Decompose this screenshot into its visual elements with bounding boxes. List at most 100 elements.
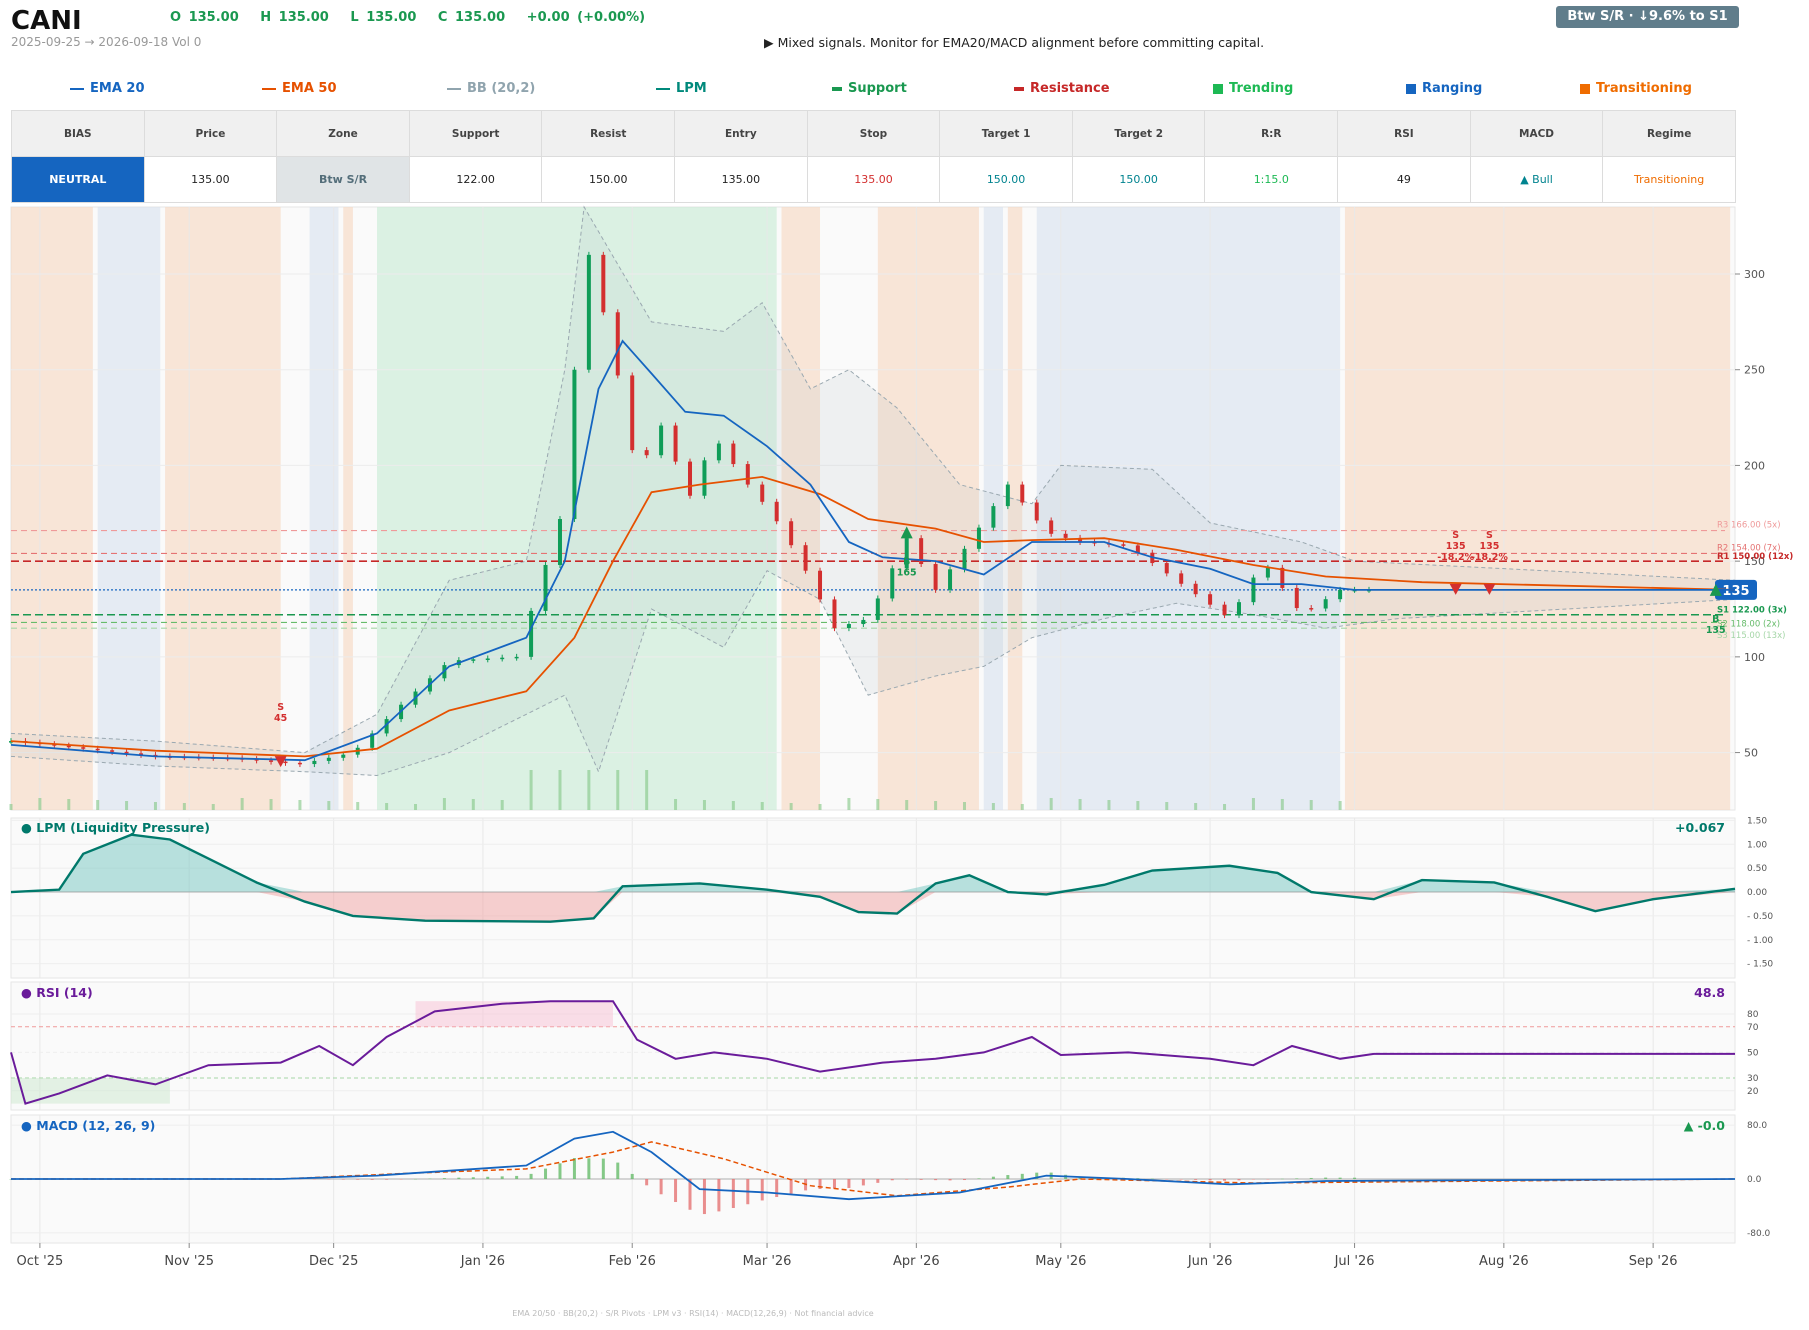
summary-header-stop: Stop <box>806 110 941 157</box>
regime-band-transitioning <box>165 207 281 810</box>
candle-body <box>1135 545 1140 553</box>
macd-histogram-bar <box>818 1179 822 1189</box>
candle-body <box>1208 594 1213 605</box>
macd-histogram-bar <box>934 1179 938 1181</box>
volume-bar <box>905 800 909 810</box>
candle-body <box>976 527 981 549</box>
volume-bar <box>96 800 100 810</box>
legend-item-lpm[interactable]: LPM <box>656 81 707 96</box>
candle-body <box>384 719 389 734</box>
volume-bar <box>529 770 533 810</box>
macd-histogram-bar <box>1324 1177 1328 1179</box>
macd-histogram-bar <box>1136 1178 1140 1179</box>
lpm-line <box>10 833 1736 923</box>
macd-tick-label: -80.0 <box>1747 1229 1771 1239</box>
volume-bar <box>327 801 331 810</box>
volume-bar <box>558 770 562 810</box>
regime-band-transitioning <box>1344 207 1731 810</box>
footer-note: EMA 20/50 · BB(20,2) · S/R Pivots · LPM … <box>512 1309 874 1318</box>
rsi-tick-label: 70 <box>1747 1023 1759 1033</box>
macd-tick-label: 0.0 <box>1747 1175 1762 1185</box>
candle-body <box>948 569 953 590</box>
candle-body <box>1265 567 1270 578</box>
macd-histogram-bar <box>717 1179 721 1212</box>
x-tick-label: Mar '26 <box>743 1254 792 1269</box>
macd-histogram-bar <box>890 1179 894 1181</box>
volume-bar <box>616 770 620 810</box>
summary-header-rsi: RSI <box>1337 110 1471 157</box>
candle-body <box>529 610 534 657</box>
candle-body <box>1338 589 1343 600</box>
legend-item-ema-50[interactable]: EMA 50 <box>262 81 337 96</box>
signal-message: ▶ Mixed signals. Monitor for EMA20/MACD … <box>764 35 1265 50</box>
regime-band-ranging <box>1036 207 1341 810</box>
level-label: R3 166.00 (5x) <box>1717 521 1781 531</box>
summary-header-price: Price <box>143 110 278 157</box>
macd-histogram-bar <box>919 1179 923 1180</box>
candle-body <box>1323 599 1328 609</box>
summary-value-regime: Transitioning <box>1602 156 1736 203</box>
macd-histogram-bar <box>789 1179 793 1194</box>
macd-histogram-bar <box>1035 1172 1039 1179</box>
regime-band-transitioning <box>343 207 353 810</box>
candle-body <box>1193 583 1198 595</box>
lpm-tick-label: 1.00 <box>1747 840 1767 850</box>
candle-body <box>601 254 606 313</box>
x-tick-label: Sep '26 <box>1629 1254 1678 1269</box>
legend-swatch <box>447 87 461 90</box>
legend-item-bb-20-2[interactable]: BB (20,2) <box>447 81 535 96</box>
sell-marker-label: -18.2% <box>1437 552 1474 563</box>
volume-bar <box>1020 804 1024 810</box>
x-tick-label: Nov '25 <box>164 1254 214 1269</box>
regime-band-transitioning <box>781 207 821 810</box>
candle-body <box>124 751 129 754</box>
macd-histogram-bar <box>428 1178 432 1180</box>
legend-item-transitioning[interactable]: Transitioning <box>1580 81 1692 96</box>
legend-item-support[interactable]: Support <box>832 81 907 96</box>
lpm-tick-label: - 1.50 <box>1747 960 1773 970</box>
macd-histogram-bar <box>847 1179 851 1188</box>
volume-bar <box>789 803 793 810</box>
candle-body <box>1179 573 1184 584</box>
regime-band-transitioning <box>877 207 979 810</box>
volume-bar <box>182 803 186 810</box>
candle-body <box>904 538 909 569</box>
candle-body <box>543 564 548 611</box>
macd-histogram-bar <box>399 1179 403 1180</box>
candle-body <box>297 762 302 765</box>
macd-histogram-bar <box>1165 1179 1169 1180</box>
volume-bar <box>1049 798 1053 810</box>
candle-body <box>95 748 100 751</box>
candle-body <box>1294 587 1299 609</box>
legend-item-trending[interactable]: Trending <box>1213 81 1293 96</box>
sell-marker-label: 135 <box>1479 541 1499 552</box>
macd-histogram-bar <box>688 1179 692 1210</box>
ticker-symbol: CANI <box>11 6 82 36</box>
summary-header-support: Support <box>408 110 543 157</box>
sell-marker-label: 45 <box>274 713 287 724</box>
lpm-positive-fill <box>11 834 1735 893</box>
legend-item-resistance[interactable]: Resistance <box>1014 81 1110 96</box>
legend-item-ema-20[interactable]: EMA 20 <box>70 81 145 96</box>
bb-upper-line <box>10 205 1736 754</box>
macd-histogram-bar <box>457 1177 461 1179</box>
macd-histogram-bar <box>630 1173 634 1179</box>
volume-bar <box>847 798 851 810</box>
rsi-overbought-fill <box>415 1001 613 1027</box>
summary-header-target-1: Target 1 <box>939 110 1073 157</box>
candle-body <box>1049 520 1054 534</box>
candle-body <box>818 570 823 600</box>
volume-bar <box>240 798 244 810</box>
candle-body <box>991 506 996 528</box>
sell-marker-label: 135 <box>1446 541 1466 552</box>
lpm-negative-fill <box>11 892 1735 922</box>
legend-item-ranging[interactable]: Ranging <box>1406 81 1482 96</box>
volume-bar <box>414 804 418 810</box>
candle-body <box>688 461 693 496</box>
summary-header-entry: Entry <box>674 110 808 157</box>
candle-body <box>774 501 779 522</box>
macd-histogram-bar <box>1179 1179 1183 1180</box>
volume-bar <box>731 801 735 810</box>
sell-marker-label: -18.2% <box>1471 552 1508 563</box>
candle-body <box>110 750 115 752</box>
